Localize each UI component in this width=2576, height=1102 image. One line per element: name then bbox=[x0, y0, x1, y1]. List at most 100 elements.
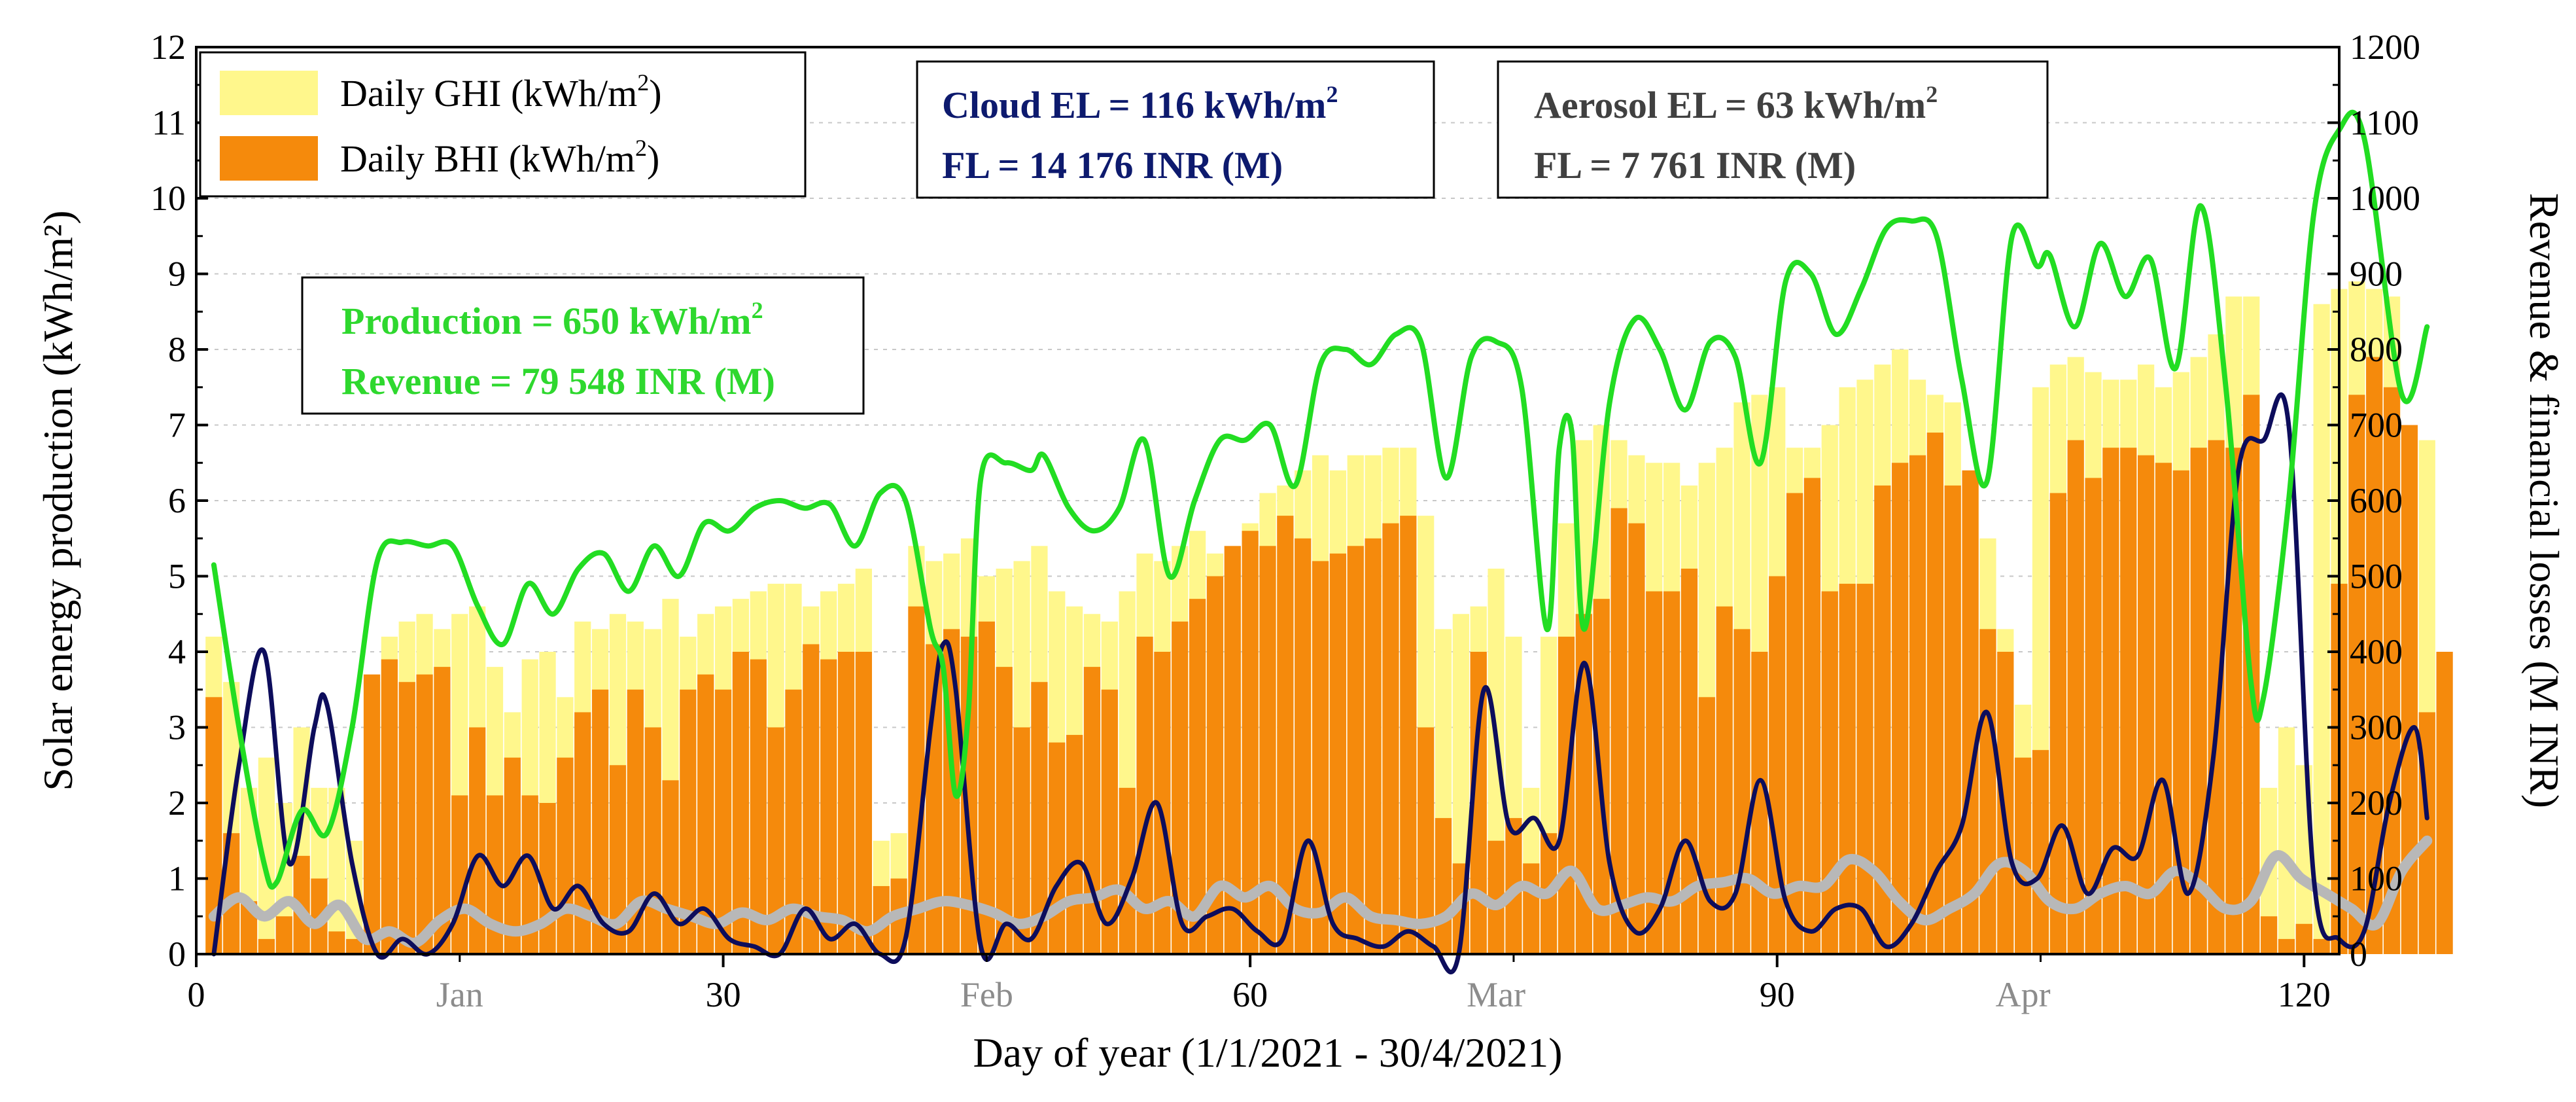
x-tick-label: 30 bbox=[706, 975, 741, 1014]
y-axis-title: Solar energy production (kWh/m²) bbox=[35, 210, 81, 791]
y2-tick-label: 700 bbox=[2350, 406, 2403, 445]
bhi-bar bbox=[2260, 916, 2278, 954]
y2-tick-label: 100 bbox=[2350, 859, 2403, 898]
bhi-bar bbox=[2049, 493, 2066, 954]
bhi-bar bbox=[1821, 591, 1838, 954]
bhi-bar bbox=[2015, 757, 2032, 954]
production-annotation-frame bbox=[301, 276, 865, 415]
x-tick-label: 90 bbox=[1760, 975, 1795, 1014]
bhi-bar bbox=[750, 659, 767, 954]
y2-tick-label: 1200 bbox=[2350, 27, 2420, 67]
cloud-financial-loss-text: FL = 14 176 INR (M) bbox=[942, 144, 1283, 187]
y2-tick-label: 200 bbox=[2350, 783, 2403, 823]
bhi-bar bbox=[2436, 652, 2453, 954]
aerosol-loss-annotation: Aerosol EL = 63 kWh/m2 FL = 7 761 INR (M… bbox=[1497, 60, 2049, 199]
y-tick-label: 3 bbox=[168, 708, 186, 747]
bhi-bar bbox=[557, 757, 574, 954]
bhi-bar bbox=[2295, 923, 2312, 954]
y2-tick-label: 1100 bbox=[2350, 103, 2419, 143]
bhi-bar bbox=[1382, 523, 1399, 954]
bhi-bar bbox=[381, 659, 398, 954]
bhi-bar bbox=[2208, 440, 2225, 954]
bhi-bar bbox=[1944, 485, 1961, 954]
bhi-bar bbox=[2120, 448, 2137, 954]
bhi-bar bbox=[2138, 455, 2155, 954]
y-tick-label: 4 bbox=[168, 632, 186, 671]
y2-tick-label: 400 bbox=[2350, 632, 2403, 671]
y-tick-label: 8 bbox=[168, 330, 186, 369]
bhi-bar bbox=[732, 652, 750, 954]
y-tick-label: 10 bbox=[150, 179, 186, 218]
month-label: Apr bbox=[1996, 975, 2051, 1014]
bhi-bar bbox=[2348, 395, 2365, 954]
month-labels: Jan Feb Mar Apr bbox=[436, 975, 2051, 1014]
y-tick-label: 7 bbox=[168, 406, 186, 445]
y-tick-label: 0 bbox=[168, 934, 186, 974]
legend-ghi-label: Daily GHI (kWh/m2) bbox=[340, 69, 662, 115]
bhi-bar bbox=[662, 780, 679, 954]
bhi-bar bbox=[1312, 561, 1329, 954]
cloud-annotation-frame bbox=[916, 60, 1435, 199]
y-tick-label: 6 bbox=[168, 481, 186, 520]
revenue-text: Revenue = 79 548 INR (M) bbox=[341, 360, 775, 402]
bhi-bar bbox=[1733, 629, 1750, 954]
bhi-bar bbox=[1698, 697, 1715, 954]
bhi-bar bbox=[1329, 553, 1347, 954]
bhi-bar bbox=[1013, 727, 1030, 954]
bhi-bar bbox=[1803, 478, 1821, 954]
y2-tick-label: 600 bbox=[2350, 481, 2403, 520]
bhi-bar bbox=[1435, 818, 1452, 954]
bhi-bar bbox=[1189, 599, 1206, 954]
bhi-bar bbox=[2278, 938, 2295, 954]
y-tick-label: 1 bbox=[168, 859, 186, 898]
cloud-loss-line bbox=[211, 392, 2429, 975]
bhi-bar bbox=[2383, 387, 2401, 954]
bhi-bar bbox=[1997, 652, 2014, 954]
bhi-bar bbox=[1628, 523, 1645, 954]
bhi-bar bbox=[803, 644, 820, 954]
bhi-bar bbox=[1786, 493, 1803, 954]
bhi-bar bbox=[258, 938, 275, 954]
bhi-bar bbox=[1909, 455, 1926, 954]
bhi-bar bbox=[1365, 538, 1382, 954]
bhi-bar bbox=[1347, 546, 1364, 954]
bhi-bar bbox=[1839, 584, 1856, 954]
bhi-bar bbox=[1979, 629, 1996, 954]
month-label: Feb bbox=[960, 975, 1013, 1014]
bhi-bar bbox=[820, 659, 837, 954]
bhi-bar bbox=[275, 916, 292, 954]
bhi-bar bbox=[398, 682, 415, 954]
x-tick-label: 60 bbox=[1232, 975, 1268, 1014]
revenue-line bbox=[211, 109, 2430, 890]
bhi-bar bbox=[328, 931, 345, 954]
legend: Daily GHI (kWh/m2) Daily BHI (kWh/m2) bbox=[199, 51, 807, 198]
bhi-bar bbox=[996, 667, 1013, 954]
cloud-loss-annotation: Cloud EL = 116 kWh/m2 FL = 14 176 INR (M… bbox=[916, 60, 1435, 199]
bhi-bar bbox=[1277, 516, 1294, 954]
cloud-energy-loss-text: Cloud EL = 116 kWh/m2 bbox=[942, 81, 1338, 126]
bhi-bar bbox=[504, 757, 521, 954]
month-label: Jan bbox=[436, 975, 483, 1014]
aerosol-loss-line bbox=[208, 835, 2433, 948]
bhi-bar bbox=[346, 938, 363, 954]
bhi-bar bbox=[1523, 863, 1540, 954]
bhi-bars bbox=[205, 357, 2453, 954]
bhi-bar bbox=[978, 621, 995, 954]
bhi-bar bbox=[2313, 938, 2330, 954]
bhi-bar bbox=[855, 652, 873, 954]
right-axis: 0 100 200 300 400 500 600 700 800 900 1000 1100 1200 bbox=[2327, 27, 2420, 974]
bhi-bar bbox=[451, 795, 468, 954]
bottom-axis: 0 30 60 90 120 bbox=[188, 954, 2331, 1014]
y-tick-label: 5 bbox=[168, 557, 186, 596]
bhi-bar bbox=[2102, 448, 2119, 954]
y2-tick-label: 0 bbox=[2350, 934, 2367, 974]
y-tick-label: 12 bbox=[150, 27, 186, 67]
aerosol-energy-loss-text: Aerosol EL = 63 kWh/m2 bbox=[1534, 81, 1938, 126]
bhi-bar bbox=[1856, 584, 1873, 954]
bhi-bar bbox=[1400, 516, 1417, 954]
y-tick-label: 2 bbox=[168, 783, 186, 823]
bhi-bar bbox=[837, 652, 855, 954]
y2-tick-label: 900 bbox=[2350, 255, 2403, 294]
x-axis-title: Day of year (1/1/2021 - 30/4/2021) bbox=[973, 1029, 1562, 1076]
